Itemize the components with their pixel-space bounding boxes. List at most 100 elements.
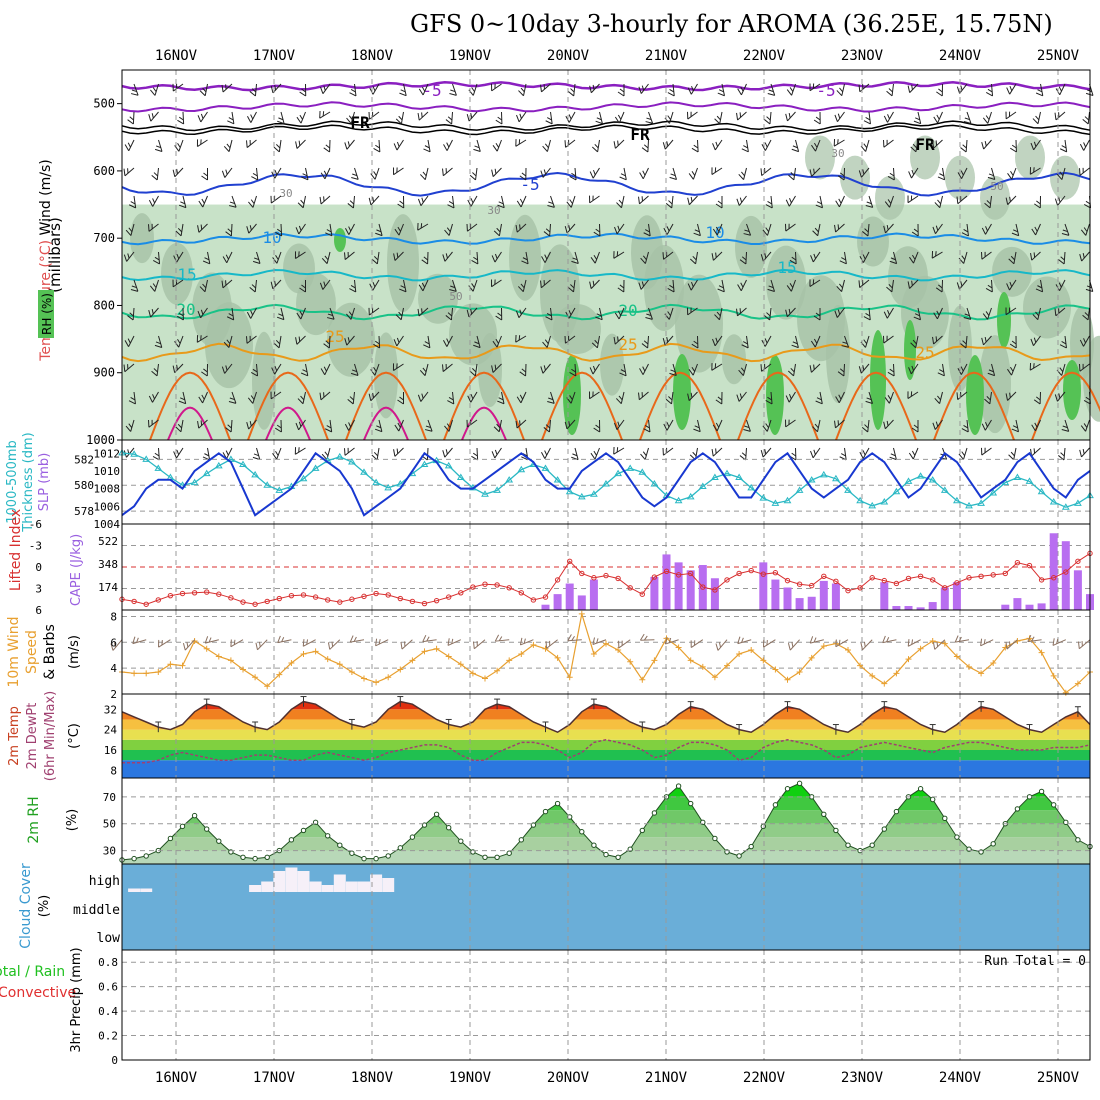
- barb-staff: [697, 139, 699, 153]
- date-label-bottom: 18NOV: [351, 1070, 394, 1086]
- barb-flag: [744, 229, 750, 232]
- barb-staff: [648, 111, 654, 124]
- lifted-index-marker: [143, 601, 149, 607]
- barb-flag: [519, 637, 523, 646]
- barb-flag: [448, 396, 454, 401]
- barb-flag: [228, 205, 237, 208]
- wind-barb: [246, 307, 257, 319]
- barb-staff: [494, 447, 502, 459]
- barb-flag: [593, 450, 597, 456]
- barb-flag: [543, 280, 545, 286]
- barb-staff: [197, 139, 208, 147]
- barb-flag: [911, 365, 914, 371]
- barb-flag: [619, 176, 627, 181]
- date-label-top: 24NOV: [939, 48, 982, 64]
- barb-flag: [617, 421, 620, 427]
- barb-flag: [1086, 285, 1092, 289]
- barb-flag: [809, 83, 811, 91]
- barb-flag: [883, 225, 886, 234]
- barb-flag: [540, 366, 544, 374]
- barb-flag: [228, 401, 237, 404]
- barb-flag: [790, 172, 795, 177]
- wind-barb: [569, 363, 577, 377]
- barb-flag: [887, 199, 892, 204]
- barb-flag: [445, 449, 448, 455]
- wind10-marker: [651, 657, 658, 664]
- lifted-index-marker: [724, 577, 730, 583]
- barb-staff: [746, 139, 749, 152]
- barb-staff: [589, 195, 600, 204]
- wind-barb: [277, 111, 285, 125]
- wind-barb: [1080, 419, 1090, 432]
- barb-flag: [887, 371, 895, 377]
- rh-moist-blob: [766, 355, 784, 435]
- wind-barb: [442, 363, 453, 372]
- wind10-barb: [494, 634, 510, 642]
- wind10-marker: [1062, 689, 1069, 696]
- barb-staff: [687, 307, 698, 316]
- barb-staff: [573, 83, 576, 96]
- wind-barb: [272, 251, 282, 264]
- barb-flag: [323, 366, 327, 372]
- wind-barb: [937, 363, 945, 377]
- barb-flag: [346, 117, 352, 124]
- wind-barb: [960, 335, 968, 349]
- barb-flag: [939, 173, 945, 177]
- barb-flag: [768, 89, 774, 93]
- barb-flag: [716, 115, 721, 121]
- barb-flag: [515, 310, 520, 318]
- barb-staff: [961, 167, 968, 179]
- wind10-marker: [179, 662, 186, 669]
- barb-flag: [568, 335, 570, 341]
- temp2m-tick-label: 16: [104, 744, 117, 757]
- barb-flag: [791, 642, 794, 648]
- wind-barb: [393, 139, 404, 151]
- wind-barb: [693, 419, 701, 433]
- barb-staff: [737, 639, 752, 645]
- barb-flag: [296, 312, 302, 320]
- barb-flag: [567, 286, 574, 293]
- precip-frame: [121, 949, 1091, 1061]
- wind-barb: [196, 335, 208, 343]
- wind-barb: [812, 223, 821, 237]
- barb-staff: [959, 83, 968, 94]
- barb-flag: [497, 204, 505, 209]
- cape-tick-label: 522: [98, 535, 118, 548]
- barb-flag: [984, 251, 986, 257]
- barb-flag: [223, 145, 230, 152]
- barb-flag: [470, 113, 473, 119]
- barb-flag: [320, 368, 326, 376]
- barb-flag: [860, 642, 863, 650]
- barb-flag: [936, 310, 940, 316]
- barb-flag: [691, 171, 696, 176]
- barb-flag: [131, 89, 137, 92]
- barb-flag: [249, 286, 256, 293]
- barb-flag: [961, 232, 969, 237]
- rh2m-marker: [651, 810, 658, 816]
- barb-staff: [324, 167, 331, 180]
- barb-flag: [645, 317, 653, 320]
- barb-flag: [690, 307, 692, 313]
- barb-staff: [546, 335, 551, 348]
- barb-staff: [596, 335, 600, 348]
- barb-flag: [270, 281, 274, 289]
- barb-staff: [280, 111, 285, 124]
- barb-flag: [129, 116, 134, 121]
- barb-flag: [249, 140, 251, 146]
- wind10-marker: [699, 663, 706, 670]
- barb-flag: [665, 202, 673, 209]
- barb-staff: [1057, 391, 1066, 402]
- wind-barb: [172, 83, 184, 92]
- barb-flag: [128, 227, 133, 233]
- wind-barb: [589, 279, 600, 289]
- barb-staff: [548, 419, 551, 432]
- barb-flag: [935, 421, 939, 427]
- barb-flag: [158, 639, 160, 648]
- thickness-marker: [698, 482, 707, 490]
- barb-flag: [1084, 312, 1089, 317]
- barb-flag: [889, 368, 895, 373]
- barb-flag: [493, 230, 500, 237]
- barb-flag: [564, 140, 567, 148]
- barb-staff: [231, 111, 235, 124]
- thickness-marker: [505, 476, 514, 483]
